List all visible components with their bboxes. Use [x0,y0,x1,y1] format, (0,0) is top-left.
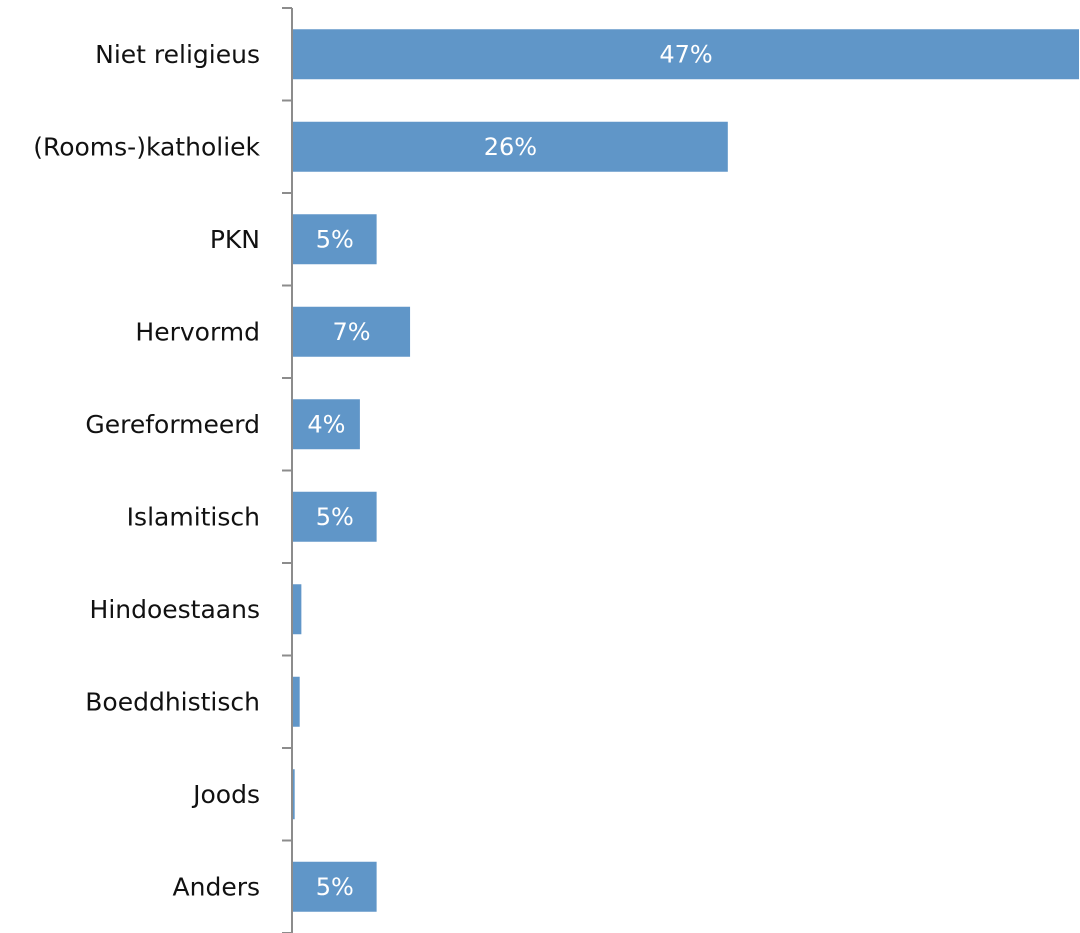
bar-1 [293,121,728,172]
bar-8 [293,769,295,820]
data-label: 7% [332,318,370,346]
category-label: Gereformeerd [85,410,260,439]
bar-9 [293,861,377,912]
data-label: 5% [316,873,354,901]
data-label: 5% [316,503,354,531]
bar-3 [293,306,411,357]
category-label: Joods [191,780,260,809]
data-label: 47% [659,40,712,68]
category-label: Islamitisch [127,502,260,531]
bar-0 [293,29,1079,80]
bar-5 [293,491,377,542]
bars-layer [293,29,1079,912]
data-label: 26% [484,133,537,161]
category-label: Hindoestaans [90,595,260,624]
bar-6 [293,584,302,635]
category-label: Hervormd [135,317,260,346]
category-label: Boeddhistisch [85,687,260,716]
category-label: (Rooms-)katholiek [33,132,260,161]
category-axis [282,7,293,933]
category-label: Niet religieus [95,40,260,69]
labels-layer: Niet religieus 47% (Rooms-)katholiek 26% PKN… [33,40,712,902]
data-label: 4% [307,410,345,438]
bar-4 [293,399,360,450]
bar-2 [293,214,377,265]
category-label: PKN [210,225,260,254]
category-label: Anders [173,872,261,901]
data-label: 5% [316,225,354,253]
bar-7 [293,676,300,727]
